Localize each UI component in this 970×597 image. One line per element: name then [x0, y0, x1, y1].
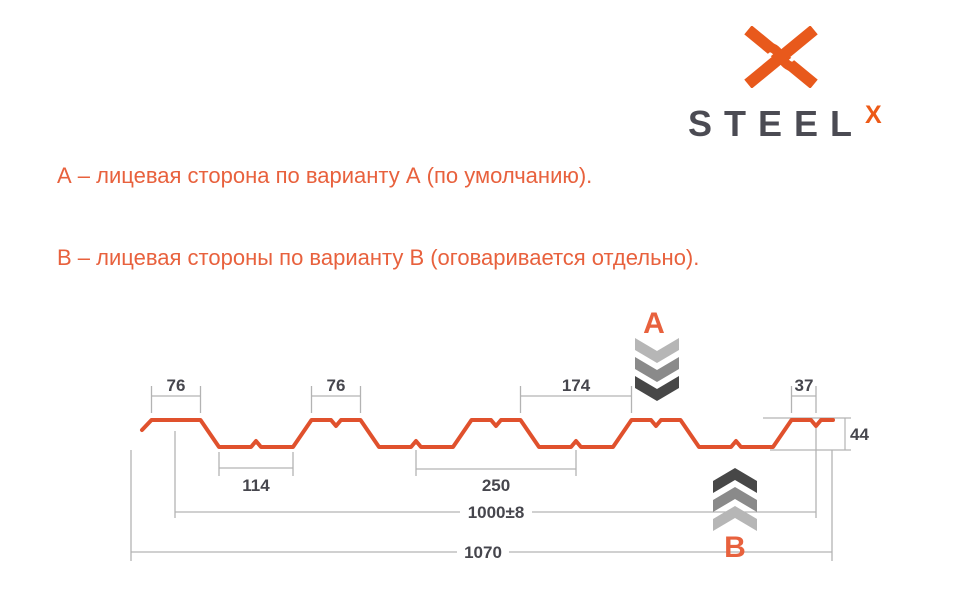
sheet-profile-line: [140, 418, 835, 449]
variant-a-arrow-down-icon: [635, 338, 679, 401]
steelx-x-mark-icon: [744, 26, 818, 88]
dim-working-width-lines: [174, 428, 817, 518]
dim-working-width: 1000±8: [468, 503, 525, 522]
note-variant-a: А – лицевая сторона по варианту А (по ум…: [57, 163, 593, 188]
brand-wordmark: STEELX: [688, 101, 882, 148]
dim-crest-width-1-lines: [150, 386, 202, 413]
variant-a-letter: А: [643, 307, 665, 340]
brand-sup-x: X: [865, 101, 882, 129]
dim-edge-flat-lines: [790, 386, 817, 413]
dim-rib-pitch: 250: [482, 476, 510, 495]
dim-rib-pitch-lines: [415, 450, 577, 476]
note-variant-b: В – лицевая стороны по варианту В (огова…: [57, 245, 700, 270]
dim-overall-width-lines: [130, 450, 833, 561]
dim-crest-width-2: 76: [327, 376, 346, 395]
dim-valley-width-lines: [218, 452, 294, 476]
brand-name: STEEL: [688, 103, 865, 144]
dim-crest-width-1: 76: [167, 376, 186, 395]
dimension-lines: [130, 386, 851, 561]
dimension-labels: 76 76 174 37 114 250 1000±8 1070 44: [167, 376, 870, 562]
dim-crest-width-2-lines: [310, 386, 362, 413]
variant-b-arrow-up-icon: [713, 468, 757, 531]
variant-b-letter: В: [724, 531, 746, 564]
profile-diagram: А В 76 76 174 37 114 250 1000±8 1070 44: [130, 307, 870, 564]
dim-edge-flat: 37: [795, 376, 814, 395]
dim-overall-width: 1070: [464, 543, 502, 562]
dim-profile-height: 44: [850, 425, 869, 444]
dim-crest-gap: 174: [562, 376, 591, 395]
dim-valley-width: 114: [242, 476, 270, 495]
dim-crest-gap-lines: [519, 386, 633, 413]
